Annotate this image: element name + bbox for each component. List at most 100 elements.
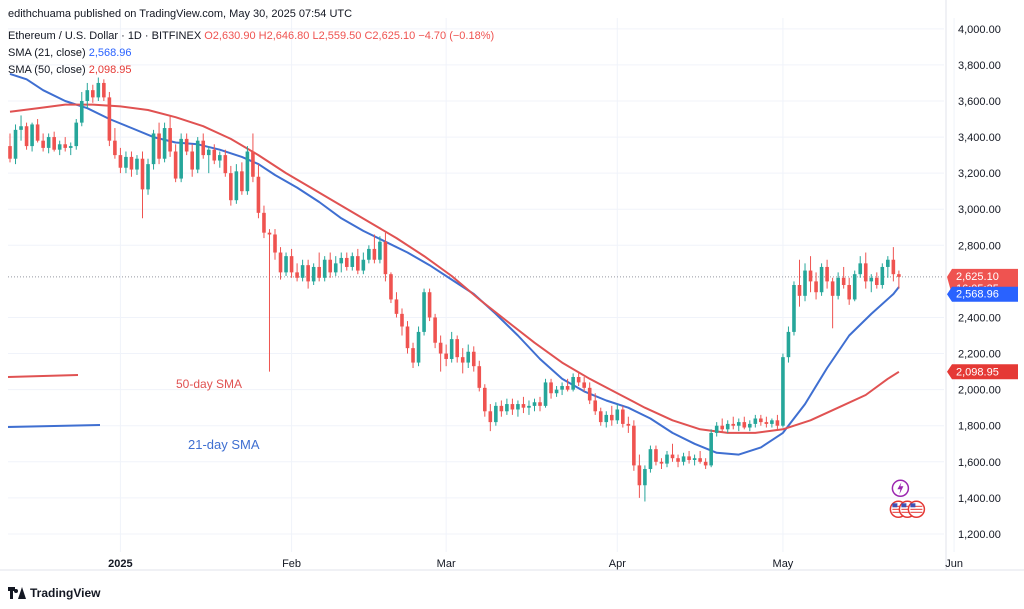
candle-body (637, 465, 642, 486)
candle-body (179, 138, 183, 179)
candle (52, 131, 56, 152)
candle (8, 133, 12, 163)
candle-body (604, 414, 609, 423)
tradingview-footer[interactable]: TradingView (8, 586, 100, 600)
candle-body (378, 241, 382, 260)
candle-body (698, 458, 702, 462)
candle (759, 414, 763, 426)
candle-body (8, 146, 12, 159)
candle-body (516, 404, 520, 410)
price-tick-label: 1,400.00 (958, 493, 1001, 505)
candle (444, 344, 448, 367)
candle (19, 115, 23, 141)
candle (449, 331, 454, 363)
sma21-price-tag: 2,568.96 (947, 286, 1018, 302)
candle (91, 84, 95, 103)
candle (184, 133, 189, 156)
candle (621, 405, 625, 428)
candle (256, 164, 261, 219)
candle-body (466, 351, 471, 363)
time-tick-label: Jun (945, 558, 963, 570)
candle (748, 420, 752, 432)
candle (466, 344, 471, 368)
candle-body (460, 357, 465, 363)
candle (438, 335, 443, 372)
sma50-legend-value: 2,098.95 (88, 64, 132, 76)
candle (146, 158, 150, 195)
candle-body (836, 277, 840, 296)
candle (803, 263, 807, 302)
candle (609, 405, 614, 426)
price-tick-label: 3,600.00 (958, 96, 1001, 108)
candle (212, 144, 217, 165)
candle (168, 115, 172, 157)
symbol-name[interactable]: Ethereum / U.S. Dollar · 1D · BITFINEX (8, 30, 202, 42)
candle-body (13, 129, 18, 159)
candle-body (30, 124, 34, 147)
candle-body (57, 144, 62, 150)
publisher-line: edithchuama published on TradingView.com… (8, 8, 353, 20)
candle-body (63, 144, 68, 148)
candle-body (135, 158, 139, 170)
sma21-legend[interactable]: SMA (21, close) 2,568.96 (8, 47, 132, 59)
candle-body (654, 449, 658, 462)
candle (582, 377, 586, 392)
candle-body (858, 263, 863, 275)
candle (157, 122, 161, 165)
time-tick-label: May (773, 558, 794, 570)
candle-body (300, 265, 305, 278)
candle-body (102, 82, 106, 98)
candle (13, 124, 18, 165)
candle (433, 313, 437, 349)
candle-body (146, 164, 150, 190)
candle (775, 414, 780, 430)
sma50-price-tag: 2,098.95 (947, 364, 1018, 380)
candle-body (229, 173, 233, 201)
sma21-price-tag-text: 2,568.96 (956, 289, 999, 301)
candle-body (173, 151, 178, 179)
flag-canton (892, 503, 898, 508)
candle-body (389, 274, 393, 300)
candle-body (648, 449, 653, 470)
candle (295, 263, 299, 282)
candle (477, 360, 482, 392)
candle-body (488, 411, 493, 423)
sma21-legend-sample (7, 424, 101, 428)
candle-body (273, 234, 277, 253)
candle-body (350, 256, 355, 267)
sma50-legend[interactable]: SMA (50, close) 2,098.95 (8, 64, 132, 76)
candle-body (289, 256, 294, 273)
candle (637, 454, 642, 498)
candle (483, 384, 487, 417)
candle (863, 252, 868, 289)
candle (874, 272, 879, 289)
candle (560, 382, 564, 396)
candle-body (687, 456, 691, 460)
candle (836, 272, 840, 300)
candle-body (400, 313, 404, 327)
candle-body (311, 266, 316, 282)
candle (273, 229, 277, 260)
candle-body (433, 317, 437, 343)
candle-body (549, 382, 553, 394)
candle (527, 400, 531, 415)
candle-body (483, 387, 487, 412)
candle (344, 252, 349, 271)
candle-body (367, 248, 371, 260)
candle (57, 140, 62, 156)
candle (118, 147, 123, 174)
candle (151, 129, 156, 170)
candle-body (797, 285, 802, 296)
candle-body (411, 348, 415, 363)
candle (41, 133, 45, 152)
candle (267, 229, 272, 372)
candle-body (841, 277, 846, 285)
candle-body (786, 331, 791, 358)
candle-body (405, 326, 410, 349)
candle-body (819, 266, 824, 293)
candle (725, 420, 730, 433)
candle-body (505, 404, 509, 412)
candle-body (764, 422, 769, 424)
